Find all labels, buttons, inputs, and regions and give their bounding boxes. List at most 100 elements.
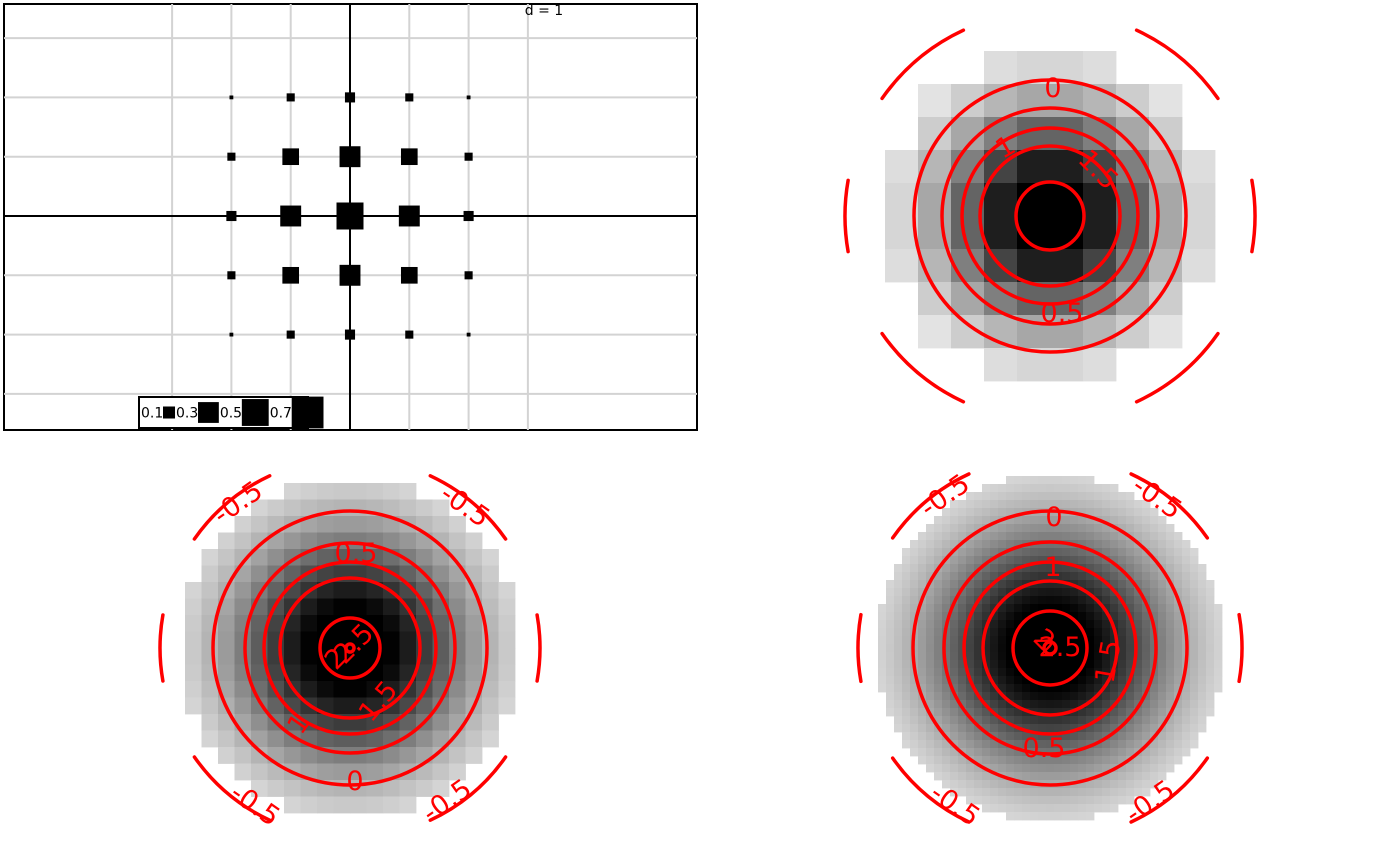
heatmap-cell [1054, 700, 1063, 709]
heatmap-cell [251, 615, 268, 632]
heatmap-cell [1150, 700, 1159, 709]
heatmap-cell [1134, 644, 1143, 653]
heatmap-cell [966, 492, 975, 501]
heatmap-cell [1110, 772, 1119, 781]
heatmap-cell [300, 747, 318, 764]
heatmap-cell [1142, 660, 1151, 669]
heatmap-cell [1134, 524, 1143, 533]
heatmap-cell [1142, 756, 1151, 765]
heatmap-cell [1078, 676, 1087, 685]
heatmap-cell [902, 628, 911, 637]
heatmap-cell [1142, 676, 1151, 685]
heatmap-cell [416, 499, 433, 517]
heatmap-cell [1206, 668, 1215, 677]
heatmap-cell [926, 628, 935, 637]
heatmap-cell [432, 747, 450, 764]
heatmap-cell [1086, 572, 1095, 581]
heatmap-cell [383, 598, 400, 616]
heatmap-cell [1062, 756, 1071, 765]
heatmap-cell [950, 500, 959, 509]
heatmap-cell [333, 499, 351, 517]
heatmap-cell [966, 564, 975, 573]
heatmap-cell [284, 747, 301, 764]
heatmap-cell [1054, 580, 1063, 589]
heatmap-cell [267, 582, 285, 599]
heatmap-cell [1110, 580, 1119, 589]
heatmap-cell [1174, 564, 1183, 573]
heatmap-cell [1006, 684, 1015, 693]
heatmap-cell [1006, 612, 1015, 621]
heatmap-cell [1046, 708, 1055, 717]
heatmap-cell [1174, 748, 1183, 757]
heatmap-cell [982, 500, 991, 509]
heatmap-cell [950, 532, 959, 541]
heatmap-cell [1174, 620, 1183, 629]
heatmap-cell [284, 631, 301, 649]
heatmap-cell [234, 747, 252, 764]
heatmap-cell [1094, 764, 1103, 773]
heatmap-cell [1190, 692, 1199, 701]
heatmap-cell [1190, 604, 1199, 613]
heatmap-cell [1054, 764, 1063, 773]
heatmap-cell [1142, 716, 1151, 725]
heatmap-cell [1038, 772, 1047, 781]
heatmap-cell [958, 764, 967, 773]
heatmap-cells [878, 476, 1223, 821]
heatmap-cell [910, 684, 919, 693]
heatmap-cell [894, 572, 903, 581]
heatmap-cell [1006, 724, 1015, 733]
heatmap-cell [1102, 748, 1111, 757]
heatmap-cell [1102, 740, 1111, 749]
heatmap-cell [416, 730, 433, 748]
heatmap-cell [950, 732, 959, 741]
heatmap-cell [1054, 716, 1063, 725]
heatmap-cell [974, 748, 983, 757]
heatmap-cell [1038, 620, 1047, 629]
heatmap-cell [1134, 572, 1143, 581]
heatmap-cell [1102, 676, 1111, 685]
heatmap-cell [878, 644, 887, 653]
heatmap-cell [1142, 532, 1151, 541]
heatmap-cell [1054, 620, 1063, 629]
heatmap-cell [1134, 636, 1143, 645]
heatmap-cell [1086, 548, 1095, 557]
contour-line-neg [890, 472, 971, 540]
heatmap-cell [1078, 484, 1087, 493]
legend-label: 0.7 [270, 406, 292, 422]
heatmap-cell [1078, 692, 1087, 701]
heatmap-cell [1134, 684, 1143, 693]
heatmap-cell [1198, 620, 1207, 629]
heatmap-cell [934, 620, 943, 629]
heatmap-cell [886, 668, 895, 677]
heatmap-cell [958, 724, 967, 733]
heatmap-cell [910, 596, 919, 605]
heatmap-cell [317, 730, 334, 748]
heatmap-cell [1006, 484, 1015, 493]
heatmap-cell [1214, 636, 1223, 645]
heatmap-cell [1126, 700, 1135, 709]
heatmap-cell [1006, 524, 1015, 533]
heatmap-cell [350, 516, 367, 533]
heatmap-cell [465, 730, 483, 748]
heatmap-cell [950, 564, 959, 573]
heatmap-cell [1182, 676, 1191, 685]
heatmap-cell [926, 540, 935, 549]
heatmap-cell [449, 763, 466, 781]
heatmap-cell [1006, 764, 1015, 773]
heatmap-cell [1118, 628, 1127, 637]
heatmap-cell [1062, 476, 1071, 485]
heatmap-cell [934, 612, 943, 621]
heatmap-cell [1190, 716, 1199, 725]
heatmap-cell [432, 664, 450, 682]
heatmap-cell [416, 697, 433, 715]
heatmap-cell [918, 556, 927, 565]
heatmap-cell [998, 708, 1007, 717]
heatmap-cell [1158, 572, 1167, 581]
heatmap-cell [1030, 764, 1039, 773]
heatmap-cell [990, 772, 999, 781]
heatmap-cell [498, 697, 516, 715]
heatmap-cell [910, 732, 919, 741]
heatmap-cell [950, 604, 959, 613]
heatmap-cell [1182, 612, 1191, 621]
heatmap-cell [432, 516, 450, 533]
